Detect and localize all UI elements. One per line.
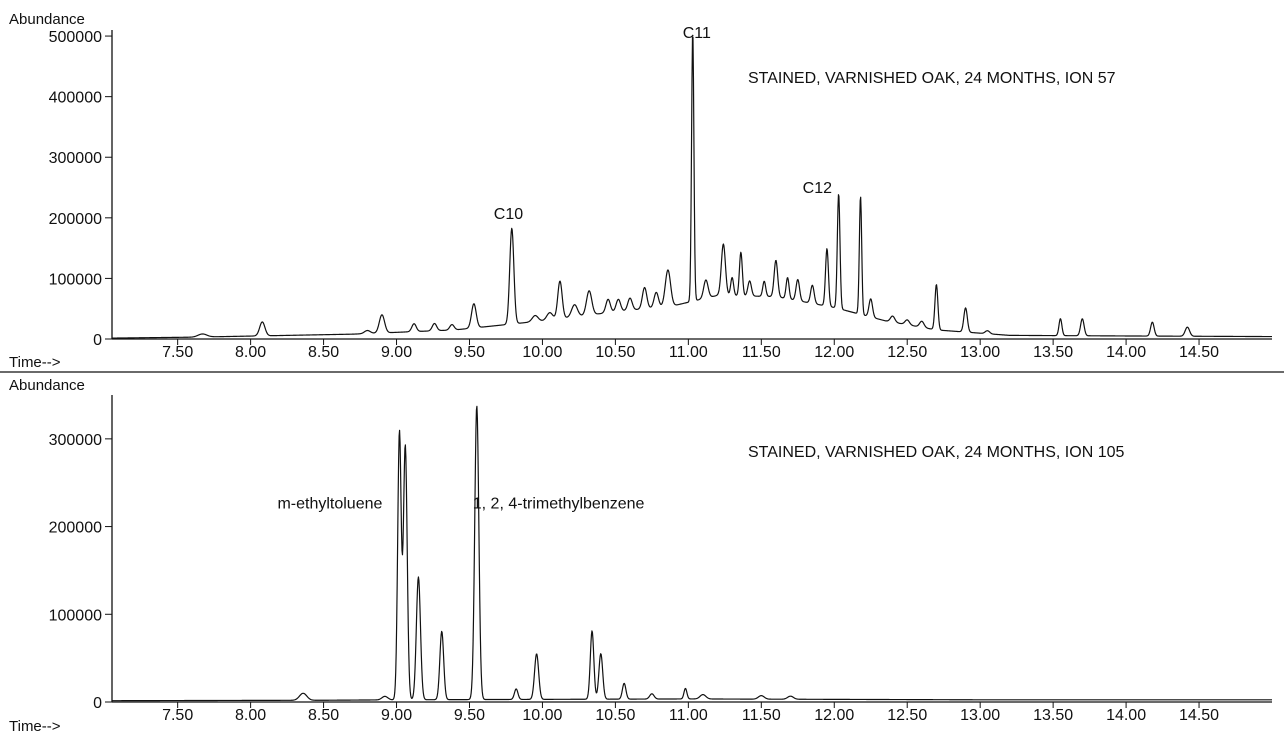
peak-label: C12: [803, 180, 832, 197]
x-tick-label: 8.00: [235, 707, 266, 724]
x-tick-label: 10.50: [595, 344, 635, 361]
peak-label: 1, 2, 4-trimethylbenzene: [473, 496, 645, 513]
y-axis-label: Abundance: [9, 11, 85, 28]
x-tick-label: 8.50: [308, 344, 339, 361]
peak-annotations: C10 C11 C12: [494, 25, 832, 223]
x-tick-label: 14.00: [1106, 344, 1146, 361]
x-tick-label: 14.50: [1179, 707, 1219, 724]
chromatogram-panel-ion-105: Abundance STAINED, VARNISHED OAK, 24 MON…: [9, 377, 1273, 735]
x-tick-label: 14.00: [1106, 707, 1146, 724]
y-tick-label: 400000: [49, 90, 102, 107]
y-tick-label: 300000: [49, 432, 102, 449]
x-tick-label: 13.00: [960, 344, 1000, 361]
x-tick-label: 10.00: [522, 344, 562, 361]
ion-105-trace: [111, 405, 1273, 702]
y-axis-label: Abundance: [9, 377, 85, 394]
x-tick-label: 11.50: [742, 344, 781, 361]
peak-annotations: m-ethyltoluene 1, 2, 4-trimethylbenzene: [277, 496, 644, 513]
y-tick-label: 100000: [49, 271, 102, 288]
x-tick-label: 13.50: [1033, 344, 1073, 361]
x-tick-label: 11.50: [742, 707, 781, 724]
y-ticks: 0 100000 200000 300000: [49, 432, 112, 712]
x-tick-label: 10.50: [595, 707, 635, 724]
x-tick-label: 9.00: [381, 344, 412, 361]
x-tick-label: 7.50: [162, 344, 193, 361]
y-tick-label: 0: [93, 332, 102, 349]
x-tick-label: 7.50: [162, 707, 193, 724]
chart-title: STAINED, VARNISHED OAK, 24 MONTHS, ION 5…: [748, 70, 1116, 87]
x-tick-label: 13.00: [960, 707, 1000, 724]
y-tick-label: 200000: [49, 211, 102, 228]
x-tick-label: 11.00: [669, 344, 708, 361]
peak-label: m-ethyltoluene: [277, 496, 382, 513]
x-tick-label: 12.00: [814, 344, 854, 361]
x-axis-label: Time-->: [9, 718, 61, 735]
x-tick-label: 9.50: [454, 707, 485, 724]
x-tick-label: 8.50: [308, 707, 339, 724]
y-ticks: 0 100000 200000 300000 400000 500000: [49, 29, 112, 349]
chromatogram-panel-ion-57: Abundance STAINED, VARNISHED OAK, 24 MON…: [9, 11, 1273, 371]
y-tick-label: 100000: [49, 607, 102, 624]
x-tick-label: 14.50: [1179, 344, 1219, 361]
x-tick-label: 10.00: [522, 707, 562, 724]
x-tick-label: 8.00: [235, 344, 266, 361]
y-tick-label: 300000: [49, 150, 102, 167]
x-tick-label: 12.50: [887, 344, 927, 361]
x-tick-label: 9.00: [381, 707, 412, 724]
x-tick-label: 12.00: [814, 707, 854, 724]
x-ticks: 7.50 8.00 8.50 9.00 9.50 10.00 10.50 11.00 11.50…: [162, 702, 1219, 724]
x-tick-label: 12.50: [887, 707, 927, 724]
y-tick-label: 0: [93, 695, 102, 712]
x-tick-label: 13.50: [1033, 707, 1073, 724]
chart-title: STAINED, VARNISHED OAK, 24 MONTHS, ION 1…: [748, 444, 1124, 461]
y-tick-label: 500000: [49, 29, 102, 46]
y-tick-label: 200000: [49, 520, 102, 537]
x-ticks: 7.50 8.00 8.50 9.00 9.50 10.00 10.50 11.00 11.50…: [162, 339, 1219, 361]
peak-label: C11: [683, 25, 711, 42]
x-tick-label: 11.00: [669, 707, 708, 724]
ion-57-trace: [111, 36, 1273, 339]
x-tick-label: 9.50: [454, 344, 485, 361]
x-axis-label: Time-->: [9, 354, 61, 371]
peak-label: C10: [494, 206, 523, 223]
